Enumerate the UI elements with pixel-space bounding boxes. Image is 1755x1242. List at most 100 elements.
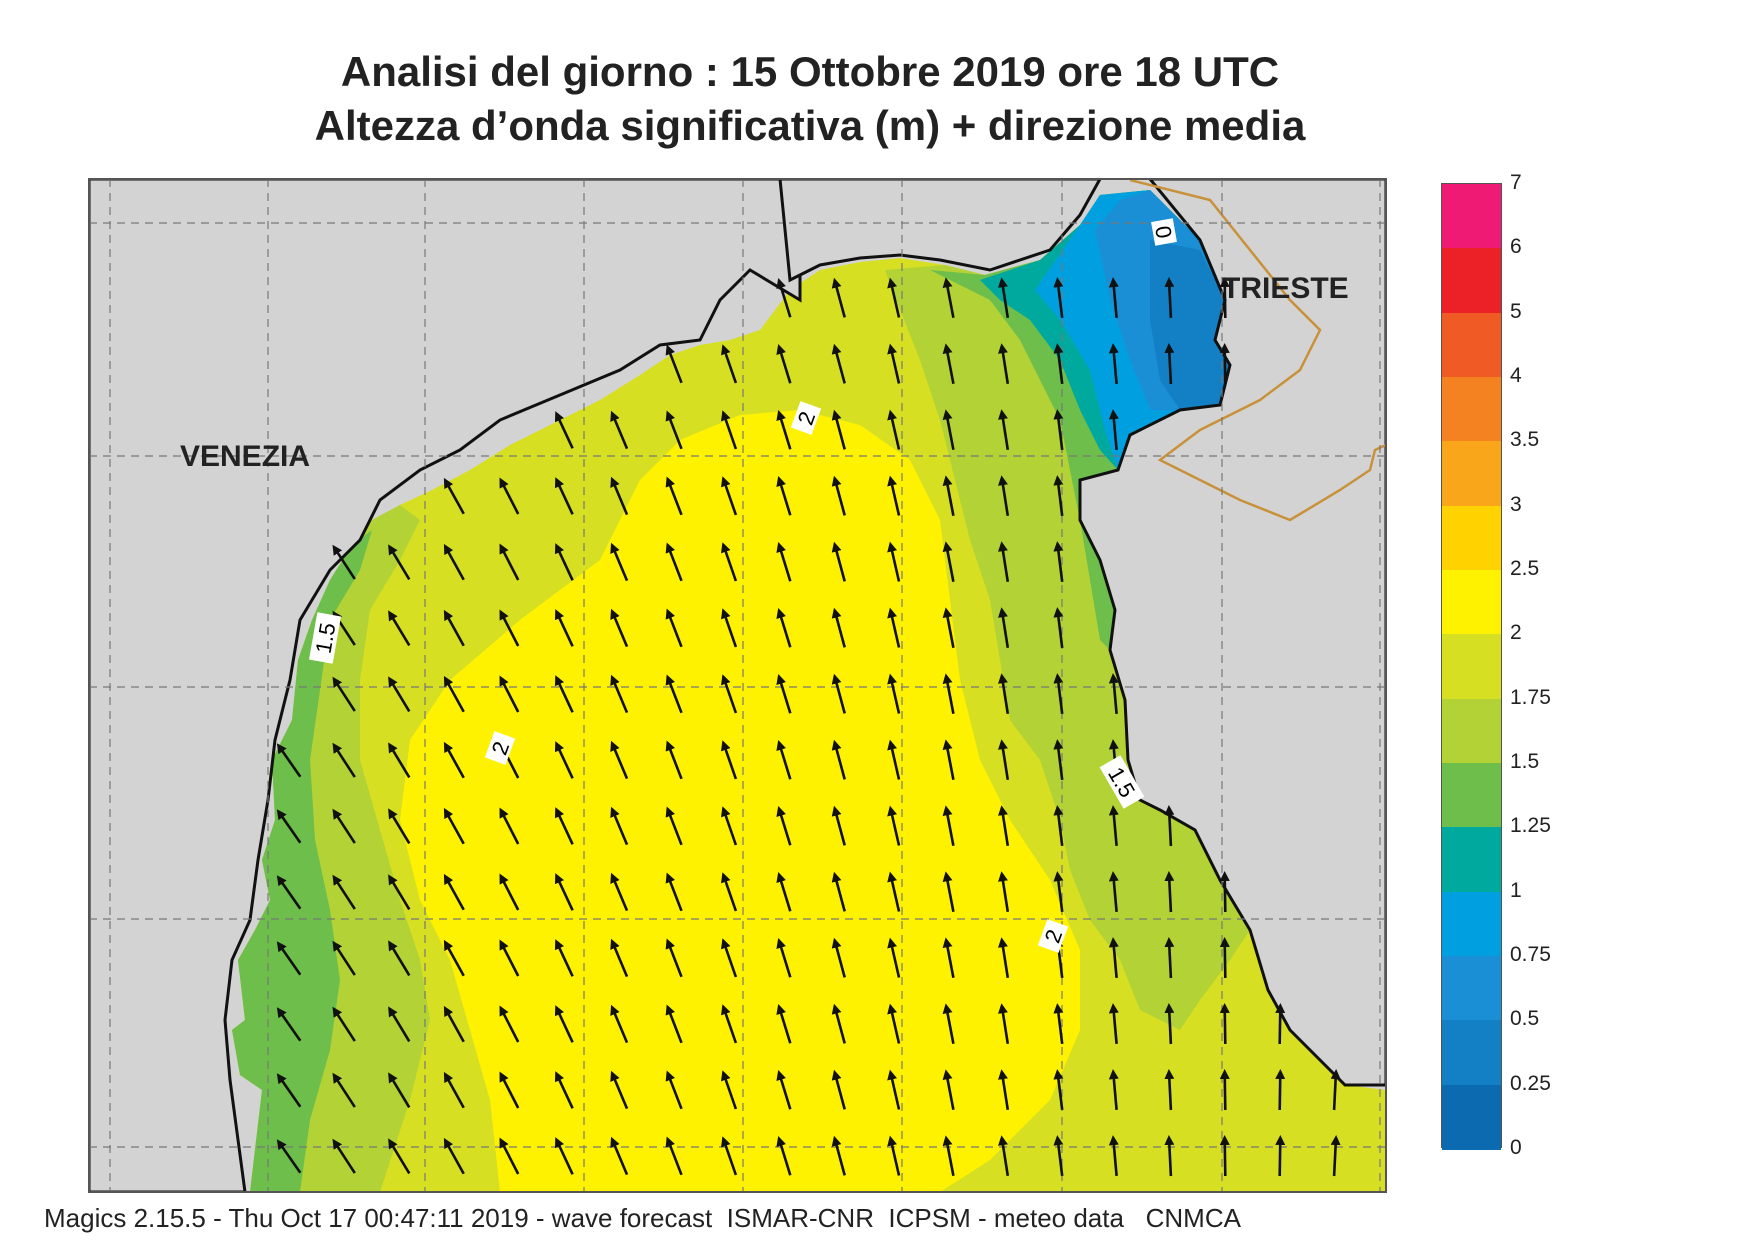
wave-direction-arrow [887, 541, 901, 582]
wave-direction-arrow [610, 872, 629, 912]
wave-direction-arrow [1108, 1135, 1119, 1177]
wave-direction-arrow [887, 937, 901, 978]
wave-direction-arrow [554, 1005, 574, 1043]
wave-direction-arrow [554, 807, 574, 845]
wave-direction-arrow [831, 277, 846, 318]
wave-direction-arrow [499, 477, 520, 515]
wave-direction-arrow [665, 1070, 683, 1110]
wave-direction-arrow [998, 1135, 1010, 1177]
wave-direction-arrow [1108, 871, 1119, 913]
wave-direction-arrow [665, 410, 683, 450]
wave-direction-arrow [388, 1138, 411, 1175]
wave-direction-arrow [887, 607, 901, 648]
legend-tick-label: 0 [1510, 1136, 1522, 1159]
city-label-venezia: VENEZIA [180, 440, 311, 473]
wave-direction-arrow [942, 1069, 955, 1110]
wave-direction-arrow [499, 1071, 520, 1109]
wave-direction-arrow [776, 476, 792, 516]
wave-direction-arrow [443, 543, 465, 581]
wave-direction-arrow [776, 1136, 792, 1176]
legend-tick-label: 0.5 [1510, 1007, 1540, 1031]
contour-label: 1.5 [311, 621, 341, 655]
wave-direction-arrow [1053, 343, 1064, 385]
wave-direction-arrow [1164, 1003, 1175, 1045]
wave-direction-arrow [610, 1136, 629, 1176]
wave-direction-arrow [1164, 1135, 1175, 1177]
wave-direction-arrow [1219, 1135, 1230, 1177]
wave-direction-arrow [443, 609, 465, 647]
wave-direction-arrow [499, 675, 520, 713]
wave-direction-arrow [1053, 871, 1064, 913]
legend-color-step [1442, 956, 1501, 1021]
wave-direction-arrow [1053, 739, 1064, 781]
wave-direction-arrow [721, 806, 738, 846]
wave-direction-arrow [665, 806, 683, 846]
wave-direction-arrow [776, 410, 792, 450]
land-italy-northwest [89, 179, 802, 1192]
wave-direction-arrow [1108, 673, 1119, 715]
wave-direction-arrow [887, 1135, 901, 1176]
wave-direction-arrow [443, 741, 465, 779]
wave-direction-arrow [776, 1070, 792, 1110]
wave-direction-arrow [721, 476, 738, 516]
wave-direction-arrow [831, 541, 846, 582]
wave-direction-arrow [1164, 277, 1175, 319]
wave-direction-arrow [998, 739, 1010, 781]
wave-direction-arrow [776, 674, 792, 714]
wave-direction-arrow [610, 410, 629, 450]
wave-direction-arrow [610, 608, 629, 648]
wave-direction-arrow [554, 477, 574, 515]
land-north-coast [778, 179, 1102, 283]
wave-direction-arrow [388, 1006, 411, 1043]
wave-direction-arrow [276, 1073, 302, 1108]
wave-direction-arrow [610, 1004, 629, 1044]
wave-direction-arrow [1053, 541, 1064, 583]
wave-direction-arrow [388, 940, 411, 977]
wave-direction-arrow [1219, 343, 1230, 385]
wave-direction-arrow [554, 543, 574, 581]
wave-direction-arrow [998, 607, 1010, 649]
wave-direction-arrow [1275, 1135, 1286, 1177]
wave-direction-arrow [554, 1137, 574, 1175]
wave-direction-arrow [1219, 277, 1230, 319]
legend-tick-label: 3.5 [1510, 428, 1540, 452]
legend-color-step [1442, 634, 1501, 700]
legend-tick-label: 3 [1510, 492, 1522, 516]
wave-direction-arrow [443, 939, 465, 977]
wave-direction-arrow [831, 1003, 846, 1044]
wave-direction-arrow [721, 410, 738, 450]
wave-direction-arrow [776, 1004, 792, 1044]
wave-direction-arrow [443, 477, 465, 515]
wave-direction-arrow [388, 676, 411, 713]
wave-direction-arrow [1053, 1069, 1064, 1111]
wave-direction-arrow [388, 544, 411, 581]
wave-direction-arrow [721, 1070, 738, 1110]
wave-direction-arrow [887, 739, 901, 780]
wave-direction-arrow [776, 872, 792, 912]
band-1.25-west [232, 530, 372, 1192]
wave-direction-arrow [388, 742, 411, 779]
wave-direction-arrow [610, 542, 629, 582]
wave-direction-arrow [332, 808, 356, 844]
wave-direction-arrow [887, 673, 901, 714]
wave-direction-arrow [1053, 673, 1064, 715]
wave-direction-arrow [831, 937, 846, 978]
wave-direction-arrow [1108, 343, 1119, 385]
wave-direction-arrow [998, 1069, 1010, 1111]
wave-direction-arrow [554, 1071, 574, 1109]
wave-direction-arrow [942, 739, 955, 780]
wave-direction-arrow [1219, 871, 1230, 913]
legend-tick-label: 1 [1510, 878, 1522, 902]
wave-direction-arrow [554, 609, 574, 647]
wave-direction-arrow [721, 740, 738, 780]
contour-label: 0 [1150, 224, 1177, 240]
wave-direction-arrow [942, 871, 955, 912]
wave-direction-arrow [998, 343, 1010, 385]
wave-direction-arrow [1330, 1135, 1341, 1177]
wave-direction-arrow [499, 609, 520, 647]
wave-direction-arrow [665, 608, 683, 648]
wave-direction-arrow [942, 607, 955, 648]
wave-direction-arrow [1164, 937, 1175, 979]
wave-direction-arrow [665, 674, 683, 714]
wave-direction-arrow [998, 673, 1010, 715]
